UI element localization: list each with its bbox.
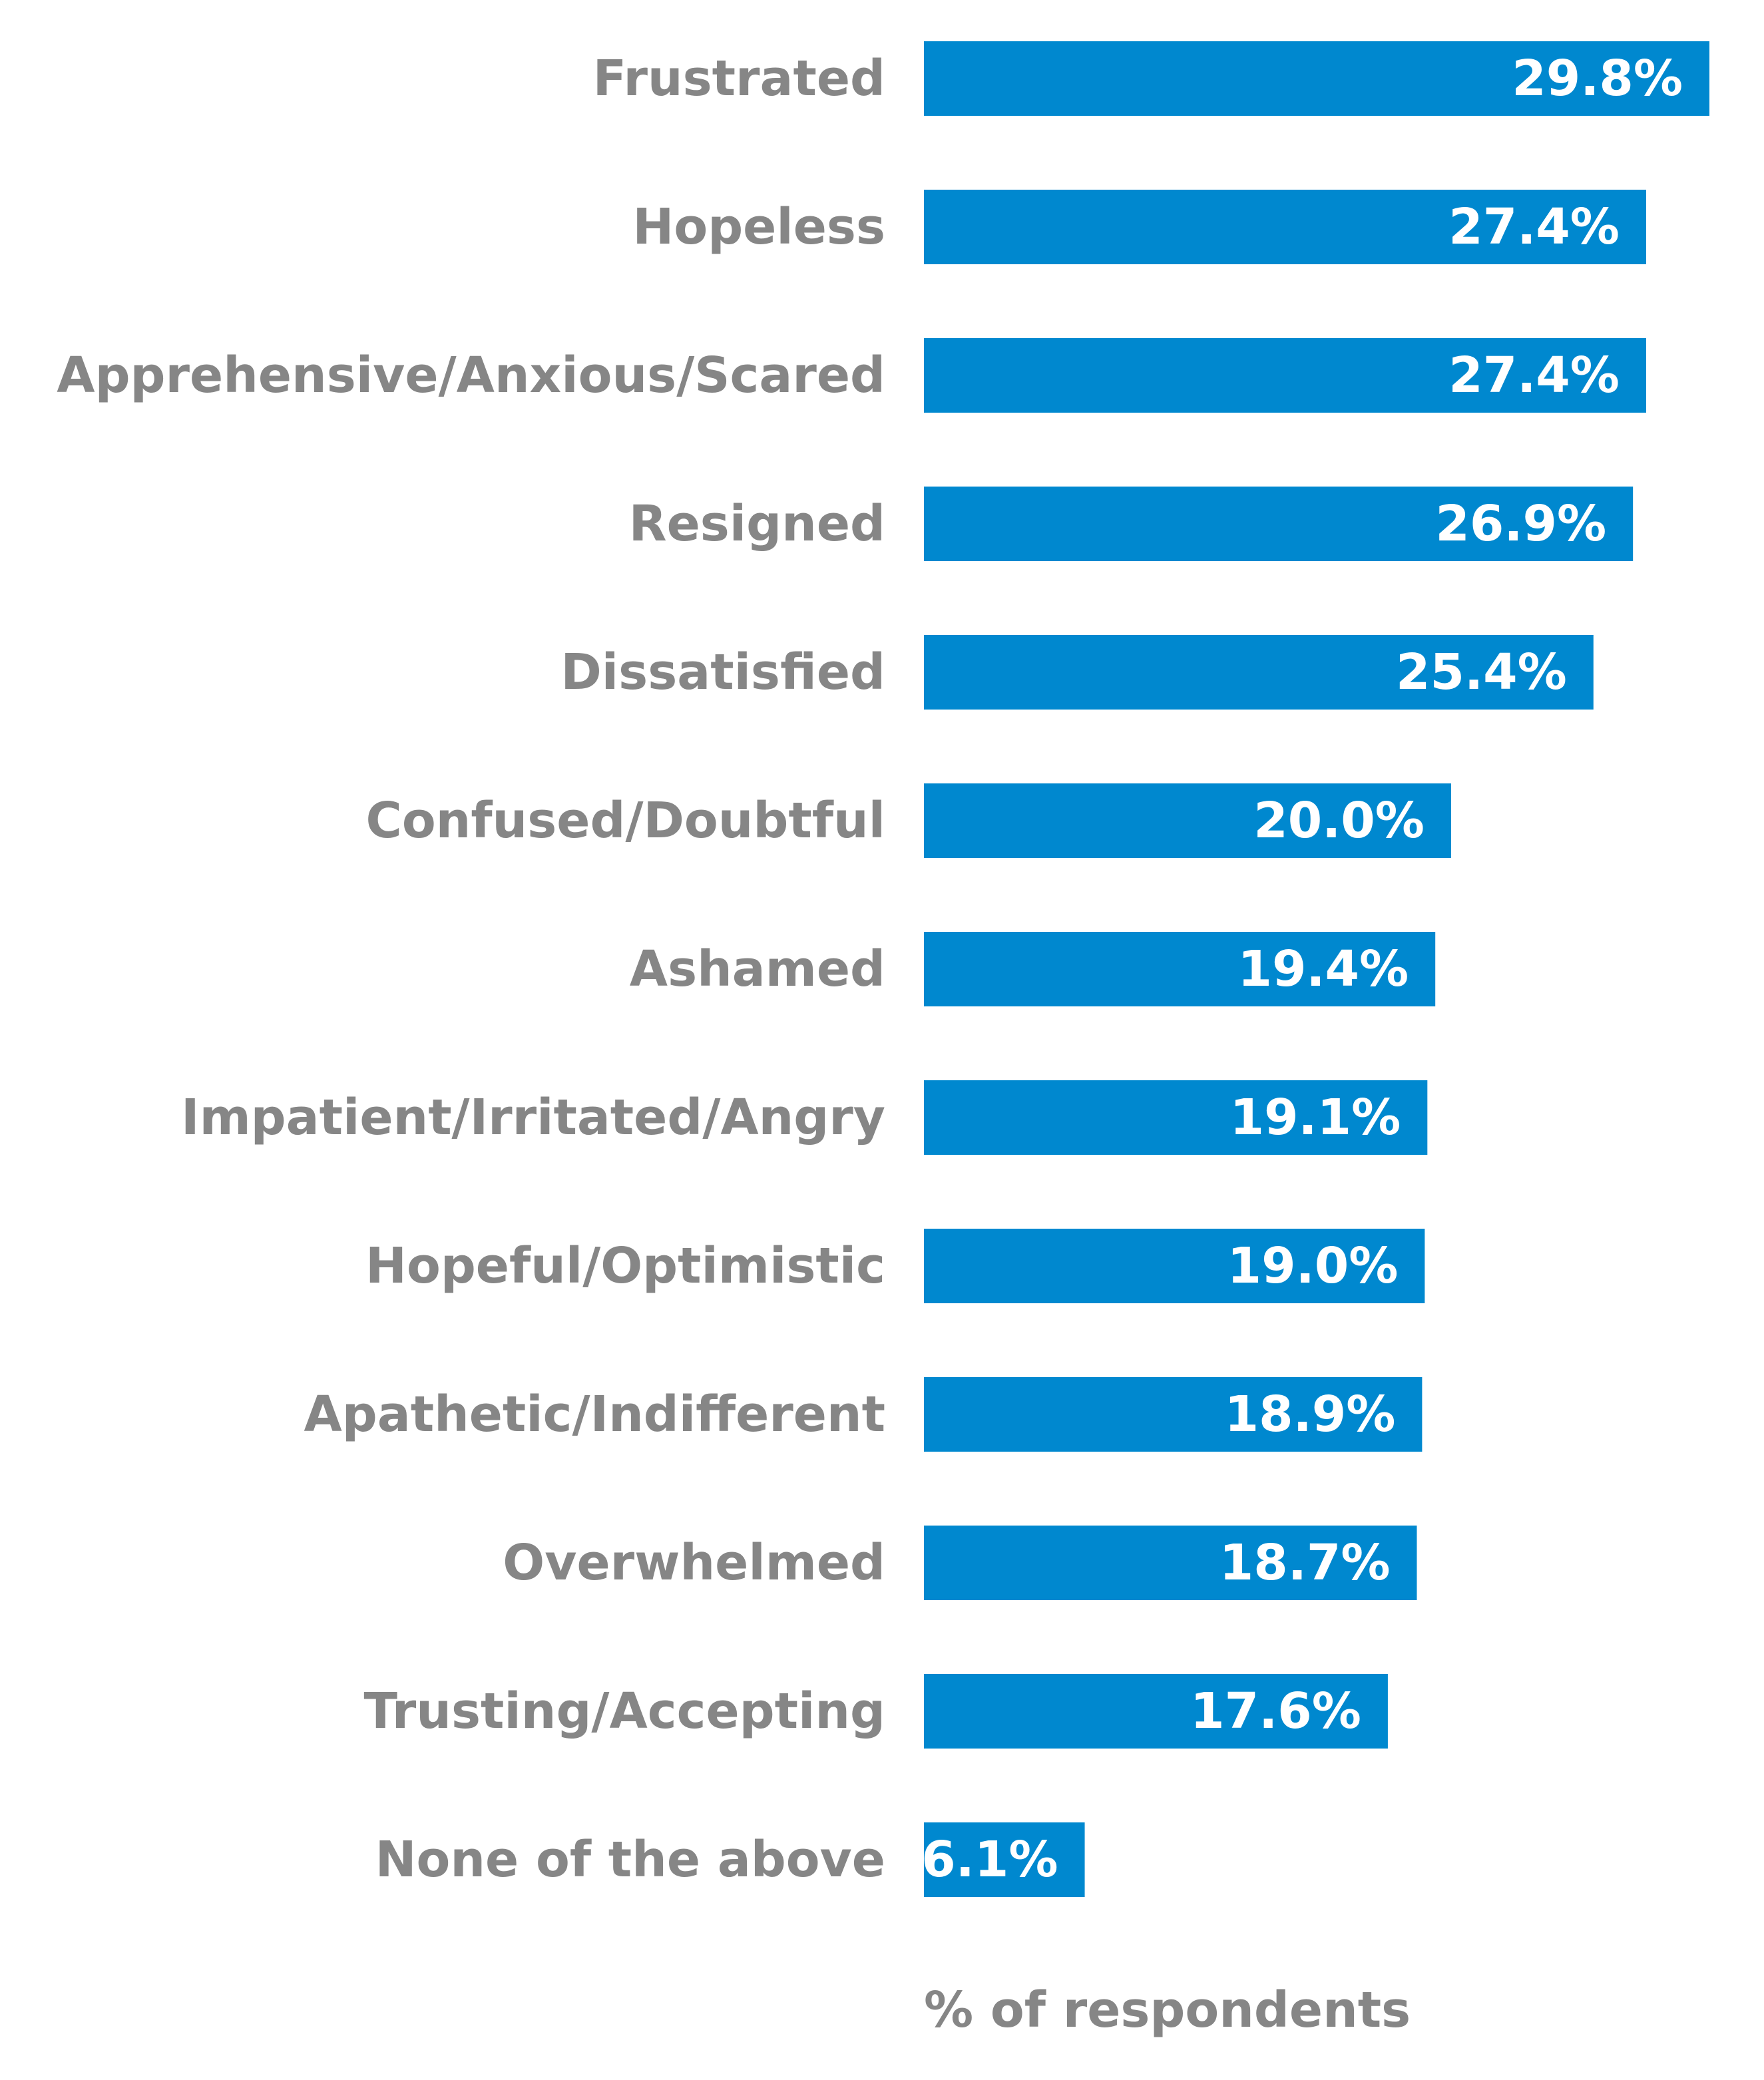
category-label: Frustrated — [593, 50, 885, 107]
value-label: 29.8% — [1512, 50, 1683, 107]
bar — [924, 1080, 1428, 1155]
value-label: 20.0% — [1253, 792, 1425, 849]
value-label: 19.0% — [1227, 1237, 1399, 1295]
bar — [924, 1526, 1417, 1600]
category-label: Resigned — [629, 495, 885, 552]
category-label: Dissatisfied — [560, 644, 885, 701]
category-label: Apathetic/Indifferent — [304, 1386, 885, 1443]
value-label: 18.7% — [1219, 1534, 1391, 1591]
bar — [924, 635, 1594, 710]
value-label: 26.9% — [1435, 495, 1606, 552]
category-label: Apprehensive/Anxious/Scared — [57, 347, 885, 404]
value-label: 18.9% — [1225, 1386, 1396, 1443]
bar — [924, 932, 1436, 1006]
bar — [924, 338, 1646, 413]
category-label: Hopeful/Optimistic — [365, 1237, 885, 1295]
value-label: 27.4% — [1448, 347, 1620, 404]
value-label: 19.4% — [1237, 940, 1409, 998]
value-label: 6.1% — [921, 1831, 1058, 1888]
category-label: Confused/Doubtful — [366, 792, 885, 849]
value-label: 17.6% — [1190, 1683, 1361, 1740]
bar — [924, 1377, 1423, 1452]
category-label: None of the above — [375, 1831, 885, 1888]
bars-layer: Frustrated 29.8% Hopeless 27.4% Apprehensive… — [57, 41, 1709, 1897]
bar — [924, 1229, 1425, 1303]
value-label: 25.4% — [1396, 644, 1567, 701]
bar — [924, 1674, 1388, 1749]
value-label: 27.4% — [1448, 198, 1620, 256]
bar — [924, 1822, 1085, 1897]
bar — [924, 783, 1451, 858]
bar — [924, 190, 1646, 264]
category-label: Impatient/Irritated/Angry — [181, 1089, 885, 1146]
category-label: Ashamed — [630, 940, 885, 998]
bar — [924, 41, 1709, 116]
value-label: 19.1% — [1230, 1089, 1401, 1146]
bar — [924, 487, 1634, 561]
category-label: Hopeless — [632, 198, 885, 256]
category-label: Overwhelmed — [503, 1534, 885, 1591]
x-axis-label: % of respondents — [924, 1981, 1411, 2039]
category-label: Trusting/Accepting — [363, 1683, 885, 1740]
